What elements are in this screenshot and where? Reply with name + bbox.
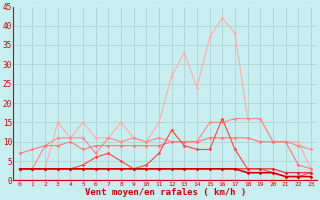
X-axis label: Vent moyen/en rafales ( km/h ): Vent moyen/en rafales ( km/h ) bbox=[85, 188, 246, 197]
